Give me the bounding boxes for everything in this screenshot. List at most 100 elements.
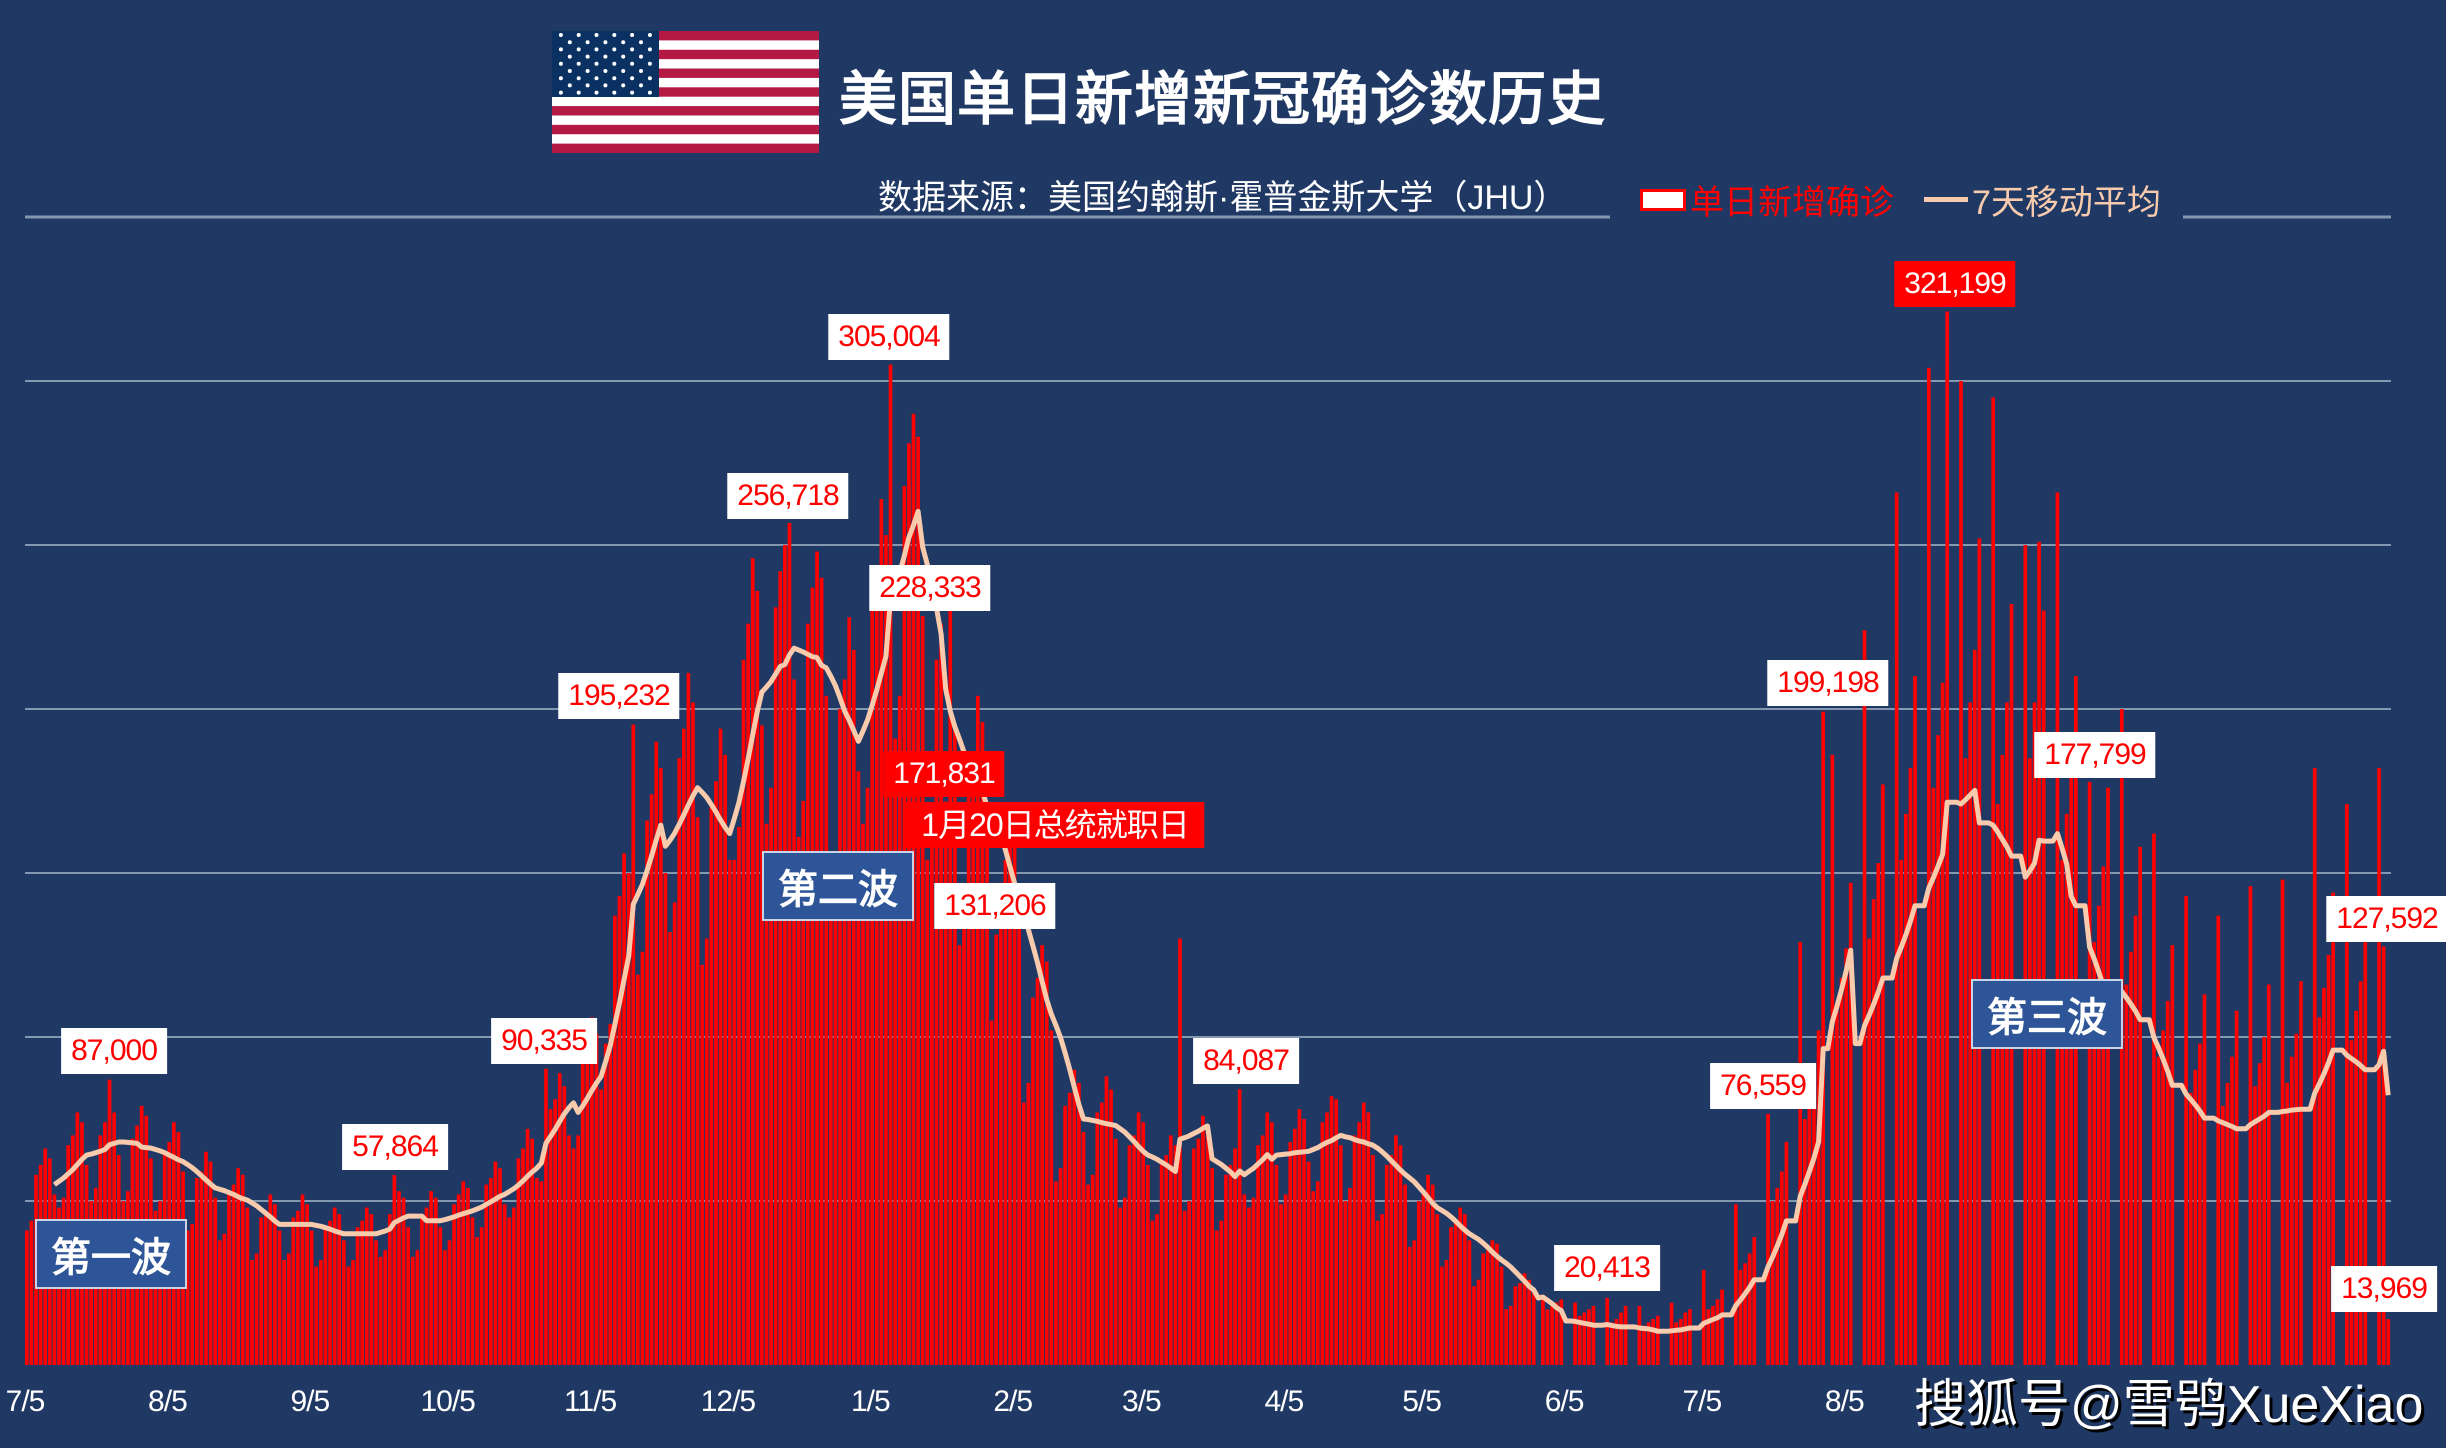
bar [1467, 1240, 1472, 1365]
bar [1288, 1141, 1293, 1365]
bar [319, 1260, 323, 1365]
bar [1462, 1214, 1467, 1365]
bar [383, 1250, 388, 1365]
bar [1306, 1161, 1311, 1365]
bar [2060, 859, 2064, 1365]
bar [2124, 984, 2129, 1365]
bar [401, 1197, 406, 1365]
bar [838, 709, 842, 1365]
bar [185, 1230, 190, 1365]
bar [1637, 1305, 1642, 1365]
bar [364, 1207, 369, 1365]
bar [1035, 977, 1040, 1365]
data-label-76559: 76,559 [1710, 1063, 1816, 1109]
bar [1444, 1260, 1449, 1365]
bar [1550, 1305, 1554, 1365]
bar [2096, 905, 2101, 1365]
bar [1058, 1168, 1063, 1365]
legend-bar-label: 单日新增确诊 [1690, 184, 1894, 222]
bar [1168, 1135, 1173, 1365]
x-tick-label: 5/5 [1402, 1385, 1442, 1418]
chart-title: 美国单日新增新冠确诊数历史 [839, 67, 1607, 132]
bar [1706, 1309, 1711, 1365]
bar [1481, 1253, 1486, 1365]
bar [691, 702, 695, 1365]
bar [2262, 1037, 2267, 1365]
bar [277, 1230, 282, 1365]
bar [930, 827, 934, 1365]
watermark: 搜狐号@雪鸮XueXiao [1914, 1376, 2424, 1434]
bar [2345, 804, 2349, 1365]
bar [2028, 758, 2032, 1365]
bar [1674, 1322, 1678, 1365]
legend: 单日新增确诊 7天移动平均 [1640, 175, 2161, 224]
bar [1582, 1312, 1587, 1365]
bar [2331, 892, 2335, 1365]
bar [1458, 1207, 1463, 1365]
data-label-321199: 321,199 [1894, 261, 2016, 307]
bar [810, 587, 815, 1365]
bar [2023, 545, 2028, 1365]
bar [1003, 859, 1008, 1365]
bar [732, 859, 737, 1365]
bar [309, 1230, 314, 1365]
bar [939, 623, 943, 1365]
bar [190, 1223, 195, 1365]
bar [998, 882, 1003, 1365]
bar [801, 800, 806, 1365]
bar [1095, 1112, 1100, 1365]
bar [668, 932, 672, 1365]
bar [1040, 945, 1044, 1365]
bar [305, 1204, 309, 1365]
bar [1256, 1145, 1260, 1365]
bar [2225, 1082, 2230, 1365]
x-tick-label: 12/5 [700, 1385, 756, 1418]
bar [884, 535, 888, 1365]
bar [1191, 1148, 1196, 1365]
bar [456, 1194, 461, 1365]
bar [1155, 1214, 1159, 1365]
bar [420, 1214, 424, 1365]
bar [663, 873, 668, 1365]
bar [1499, 1266, 1504, 1365]
bar [493, 1161, 498, 1365]
bar [557, 1073, 562, 1365]
bar [1270, 1122, 1274, 1365]
bar [571, 1148, 576, 1365]
bar [1688, 1309, 1692, 1365]
bar [2349, 1040, 2354, 1365]
bar [792, 679, 796, 1365]
moving-average-line [52, 508, 2391, 1334]
bar [1394, 1135, 1398, 1365]
bar [1237, 1089, 1242, 1365]
bar [1554, 1302, 1559, 1365]
bar [718, 728, 723, 1365]
bar [282, 1260, 286, 1365]
bar [511, 1207, 516, 1365]
bar [975, 695, 980, 1365]
bar [1113, 1138, 1118, 1365]
bar [943, 801, 948, 1365]
bar [1848, 882, 1853, 1365]
bar [236, 1168, 241, 1365]
bar [879, 499, 884, 1366]
bar [2092, 941, 2097, 1365]
bar [590, 1017, 594, 1365]
bar [25, 1230, 29, 1365]
bar [1591, 1305, 1596, 1365]
x-tick-label: 7/5 [1682, 1385, 1723, 1418]
bar [746, 623, 750, 1365]
bar [245, 1207, 250, 1365]
bar [2381, 946, 2386, 1365]
bar [861, 823, 865, 1365]
bar [994, 934, 999, 1365]
bar [585, 1046, 590, 1365]
bar [1904, 813, 1908, 1365]
bar [1936, 735, 1940, 1365]
bar [567, 1135, 571, 1365]
bar [1862, 630, 1867, 1365]
bar [355, 1227, 360, 1365]
bar [1224, 1174, 1228, 1365]
bar [1490, 1240, 1495, 1365]
bar [1894, 492, 1899, 1365]
